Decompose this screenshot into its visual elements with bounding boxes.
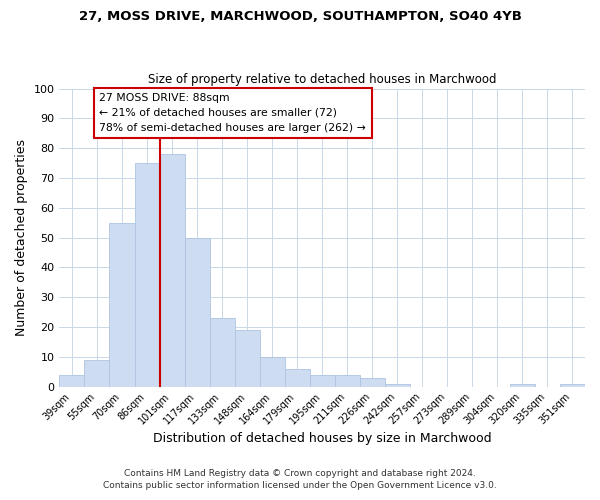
Bar xyxy=(209,318,235,386)
Bar xyxy=(360,378,385,386)
Bar xyxy=(385,384,410,386)
Y-axis label: Number of detached properties: Number of detached properties xyxy=(15,139,28,336)
Text: 27, MOSS DRIVE, MARCHWOOD, SOUTHAMPTON, SO40 4YB: 27, MOSS DRIVE, MARCHWOOD, SOUTHAMPTON, … xyxy=(79,10,521,23)
Bar xyxy=(310,374,335,386)
Text: 27 MOSS DRIVE: 88sqm
← 21% of detached houses are smaller (72)
78% of semi-detac: 27 MOSS DRIVE: 88sqm ← 21% of detached h… xyxy=(100,93,366,132)
Text: Contains HM Land Registry data © Crown copyright and database right 2024.
Contai: Contains HM Land Registry data © Crown c… xyxy=(103,468,497,490)
Title: Size of property relative to detached houses in Marchwood: Size of property relative to detached ho… xyxy=(148,73,496,86)
Bar xyxy=(335,374,360,386)
Bar xyxy=(109,222,134,386)
Bar xyxy=(134,163,160,386)
Bar xyxy=(185,238,209,386)
Bar xyxy=(85,360,109,386)
Bar xyxy=(284,368,310,386)
Bar xyxy=(160,154,185,386)
X-axis label: Distribution of detached houses by size in Marchwood: Distribution of detached houses by size … xyxy=(153,432,491,445)
Bar xyxy=(235,330,260,386)
Bar xyxy=(510,384,535,386)
Bar xyxy=(59,374,85,386)
Bar xyxy=(560,384,585,386)
Bar xyxy=(260,357,284,386)
